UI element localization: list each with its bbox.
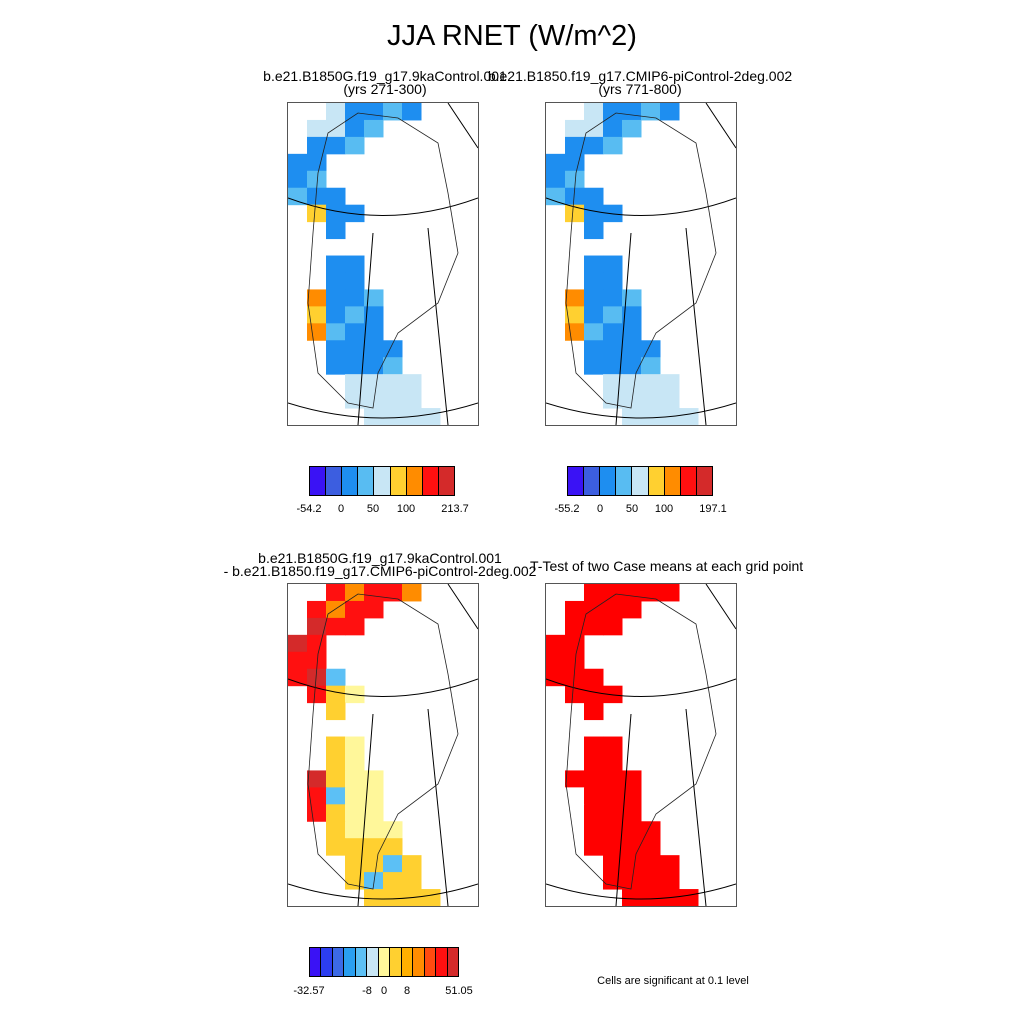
colorbar-swatch: [696, 467, 712, 495]
panel-3-subtracted-case: - b.e21.B1850.f19_g17.CMIP6-piControl-2d…: [223, 563, 537, 579]
colorbar-swatch: [390, 467, 407, 495]
colorbar-2-label-zero: 0: [596, 503, 604, 515]
colorbar-swatch: [680, 467, 697, 495]
colorbar-swatch: [600, 467, 617, 495]
colorbar-swatch: [632, 467, 649, 495]
colorbar-1: [309, 466, 455, 496]
colorbar-swatch: [616, 467, 633, 495]
map-1-svg: [288, 103, 478, 425]
colorbar-swatch: [344, 948, 356, 976]
colorbar-swatch: [358, 467, 375, 495]
panel-4-test-name: T-Test of two Case means at each grid po…: [530, 558, 804, 574]
map-4-svg: [546, 584, 736, 906]
map-panel-3: [287, 583, 479, 907]
colorbar-swatch: [413, 948, 425, 976]
colorbar-swatch: [310, 948, 322, 976]
map-panel-2: [545, 102, 737, 426]
colorbar-1-label-50: 50: [366, 503, 380, 515]
colorbar-swatch: [568, 467, 585, 495]
colorbar-swatch: [424, 948, 437, 976]
panel-title-3: b.e21.B1850G.f19_g17.9kaControl.001 - b.…: [210, 550, 550, 579]
colorbar-swatch: [374, 467, 391, 495]
map-2-svg: [546, 103, 736, 425]
colorbar-swatch: [367, 948, 379, 976]
colorbar-2-label-100: 100: [654, 503, 674, 515]
colorbar-swatch: [406, 467, 423, 495]
colorbar-swatch: [648, 467, 665, 495]
colorbar-swatch: [438, 467, 454, 495]
panel-title-4: T-Test of two Case means at each grid po…: [530, 558, 804, 574]
map-panel-4: [545, 583, 737, 907]
colorbar-swatch: [584, 467, 601, 495]
panel-2-years: (yrs 771-800): [598, 81, 682, 97]
colorbar-1-label-max: 213.7: [441, 503, 469, 515]
colorbar-3-label-min: -32.57: [293, 985, 325, 997]
colorbar-2-label-max: 197.1: [699, 503, 727, 515]
colorbar-2: [567, 466, 713, 496]
panel-1-case-name: b.e21.B1850G.f19_g17.9kaControl.001: [263, 68, 507, 84]
colorbar-1-label-zero: 0: [337, 503, 345, 515]
colorbar-swatch: [447, 948, 459, 976]
colorbar-1-label-100: 100: [396, 503, 416, 515]
colorbar-3-label-8: 8: [403, 985, 411, 997]
colorbar-2-label-50: 50: [625, 503, 639, 515]
colorbar-3-label-zero: 0: [380, 985, 388, 997]
colorbar-swatch: [422, 467, 439, 495]
colorbar-1-label-min: -54.2: [296, 503, 322, 515]
panel-title-2: b.e21.B1850.f19_g17.CMIP6-piControl-2deg…: [480, 68, 800, 97]
colorbar-swatch: [355, 948, 368, 976]
map-panel-1: [287, 102, 479, 426]
colorbar-swatch: [436, 948, 448, 976]
map-3-svg: [288, 584, 478, 906]
colorbar-3: [309, 947, 459, 977]
colorbar-swatch: [390, 948, 402, 976]
colorbar-2-label-min: -55.2: [554, 503, 580, 515]
colorbar-swatch: [326, 467, 343, 495]
colorbar-3-label-max: 51.05: [445, 985, 473, 997]
main-title: JJA RNET (W/m^2): [387, 20, 637, 52]
colorbar-3-label-neg8: -8: [362, 985, 372, 997]
colorbar-swatch: [664, 467, 681, 495]
colorbar-swatch: [321, 948, 333, 976]
panel-3-case-name: b.e21.B1850G.f19_g17.9kaControl.001: [258, 550, 502, 566]
panel-1-years: (yrs 271-300): [343, 81, 427, 97]
colorbar-swatch: [332, 948, 345, 976]
panel-2-case-name: b.e21.B1850.f19_g17.CMIP6-piControl-2deg…: [487, 68, 793, 84]
significance-footnote: Cells are significant at 0.1 level: [597, 975, 749, 987]
panel-title-1: b.e21.B1850G.f19_g17.9kaControl.001 (yrs…: [230, 68, 540, 97]
colorbar-swatch: [378, 948, 391, 976]
colorbar-swatch: [310, 467, 327, 495]
colorbar-swatch: [342, 467, 359, 495]
colorbar-swatch: [401, 948, 414, 976]
